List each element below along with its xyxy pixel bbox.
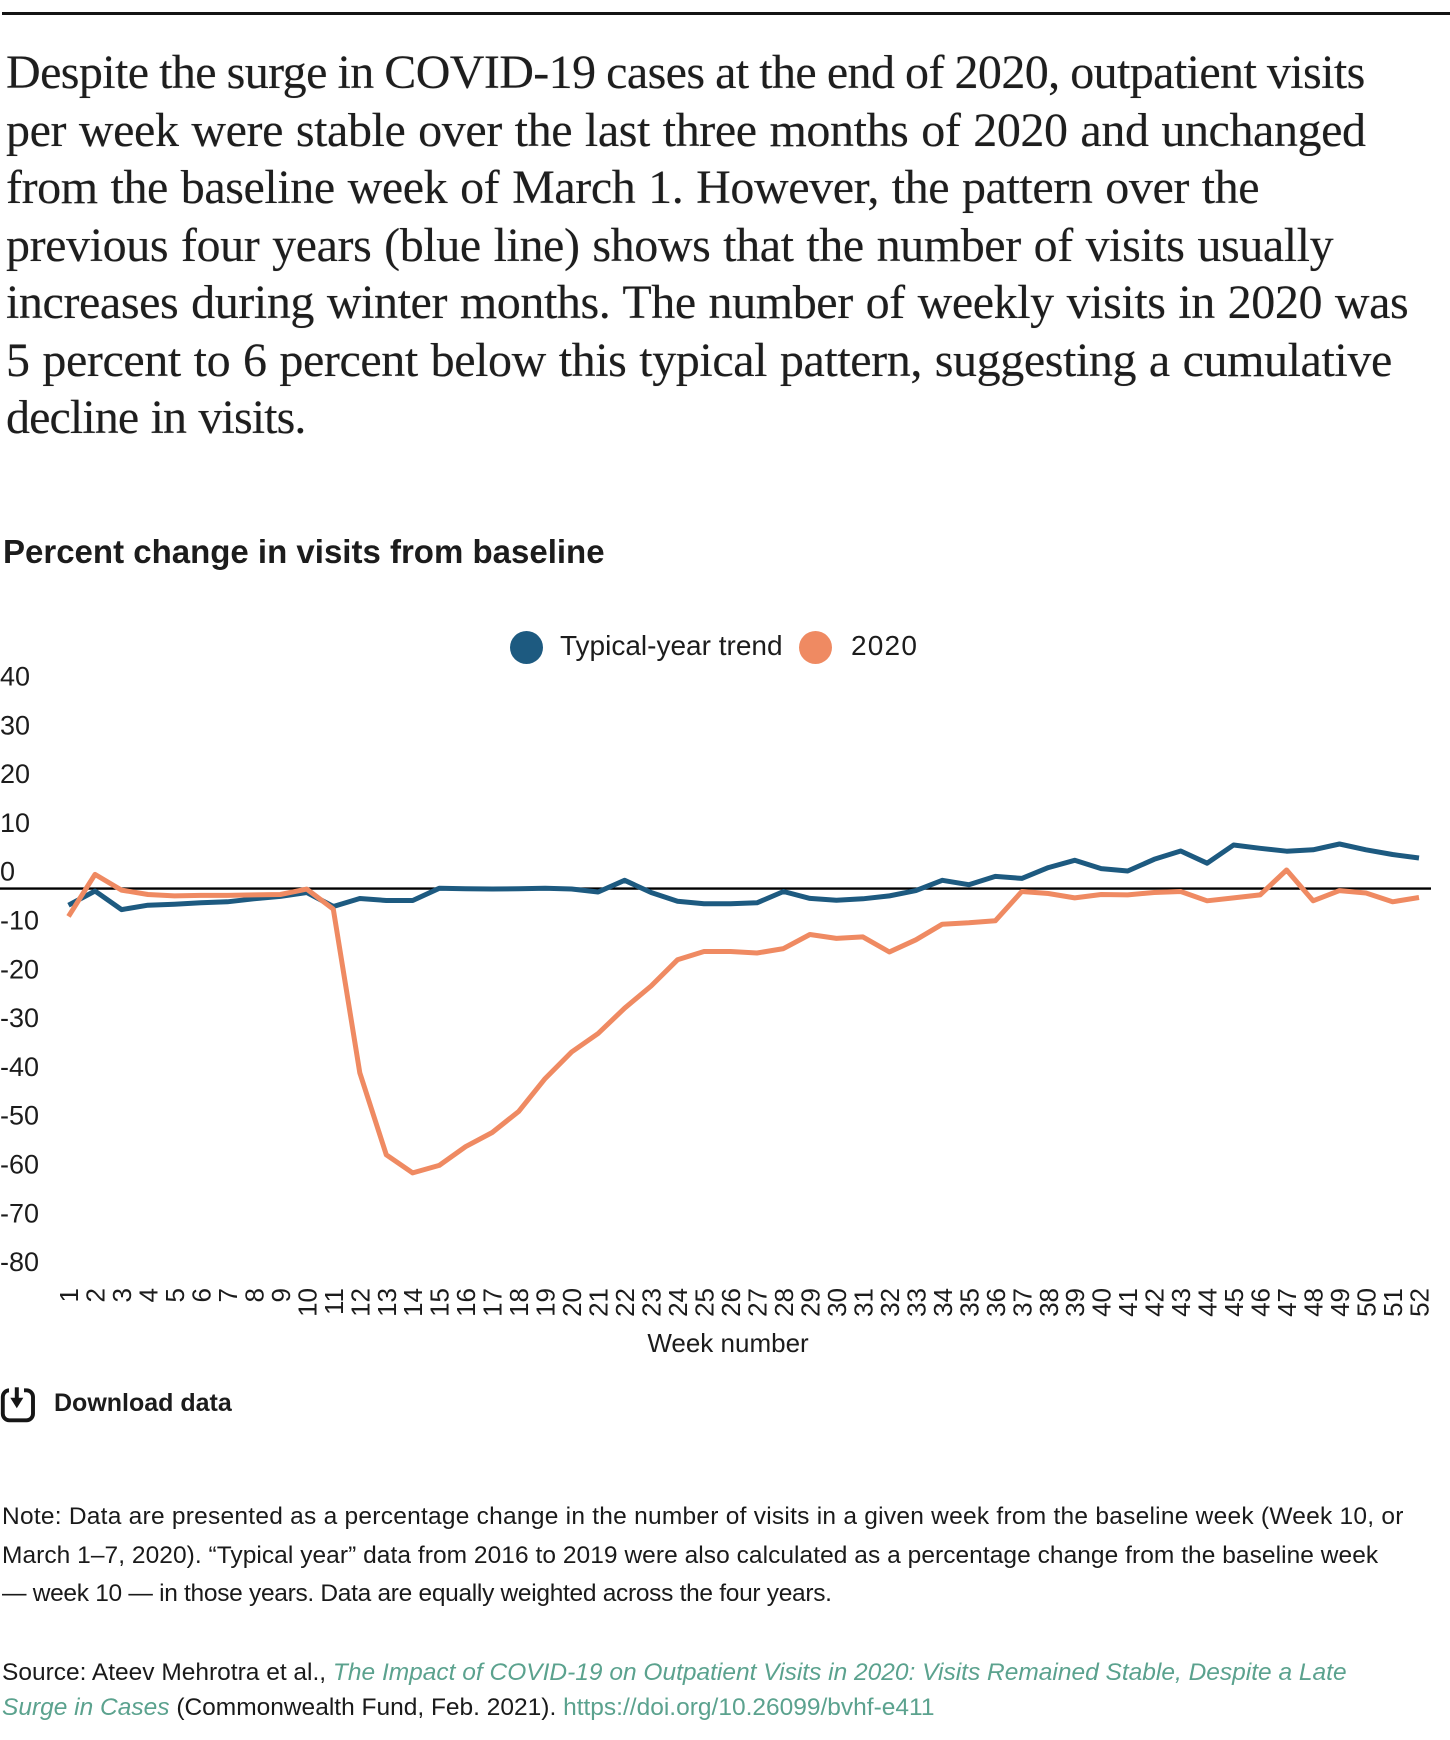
svg-text:44: 44 bbox=[1193, 1288, 1223, 1317]
svg-text:51: 51 bbox=[1378, 1288, 1408, 1317]
svg-text:30: 30 bbox=[0, 710, 30, 740]
svg-text:32: 32 bbox=[875, 1288, 905, 1317]
svg-text:15: 15 bbox=[425, 1288, 455, 1317]
svg-text:-30: -30 bbox=[0, 1003, 39, 1033]
svg-text:-20: -20 bbox=[0, 954, 39, 984]
svg-text:21: 21 bbox=[584, 1288, 614, 1317]
svg-text:40: 40 bbox=[1087, 1288, 1117, 1317]
svg-text:27: 27 bbox=[743, 1288, 773, 1317]
svg-text:0: 0 bbox=[0, 857, 15, 887]
svg-text:42: 42 bbox=[1140, 1288, 1170, 1317]
svg-text:3: 3 bbox=[107, 1288, 137, 1302]
svg-text:1: 1 bbox=[54, 1288, 84, 1302]
svg-text:50: 50 bbox=[1352, 1288, 1382, 1317]
svg-text:48: 48 bbox=[1299, 1288, 1329, 1317]
svg-text:12: 12 bbox=[345, 1288, 375, 1317]
svg-text:22: 22 bbox=[610, 1288, 640, 1317]
svg-text:23: 23 bbox=[637, 1288, 667, 1317]
svg-text:Week number: Week number bbox=[647, 1328, 809, 1358]
svg-text:29: 29 bbox=[795, 1288, 825, 1317]
svg-text:18: 18 bbox=[504, 1288, 534, 1317]
svg-text:52: 52 bbox=[1405, 1288, 1435, 1317]
svg-text:24: 24 bbox=[663, 1288, 693, 1317]
svg-text:40: 40 bbox=[0, 662, 30, 692]
svg-text:-50: -50 bbox=[0, 1101, 39, 1131]
svg-text:30: 30 bbox=[822, 1288, 852, 1317]
svg-text:45: 45 bbox=[1219, 1288, 1249, 1317]
svg-text:34: 34 bbox=[928, 1288, 958, 1317]
svg-text:46: 46 bbox=[1246, 1288, 1276, 1317]
svg-text:38: 38 bbox=[1034, 1288, 1064, 1317]
svg-text:-80: -80 bbox=[0, 1247, 39, 1277]
svg-text:20: 20 bbox=[0, 759, 30, 789]
svg-text:8: 8 bbox=[239, 1288, 269, 1302]
svg-text:35: 35 bbox=[954, 1288, 984, 1317]
svg-text:28: 28 bbox=[769, 1288, 799, 1317]
svg-text:26: 26 bbox=[716, 1288, 746, 1317]
svg-text:33: 33 bbox=[901, 1288, 931, 1317]
svg-text:9: 9 bbox=[266, 1288, 296, 1302]
svg-text:-10: -10 bbox=[0, 906, 39, 936]
svg-text:10: 10 bbox=[292, 1288, 322, 1317]
svg-text:37: 37 bbox=[1007, 1288, 1037, 1317]
svg-text:17: 17 bbox=[478, 1288, 508, 1317]
svg-text:39: 39 bbox=[1060, 1288, 1090, 1317]
svg-text:13: 13 bbox=[372, 1288, 402, 1317]
svg-text:20: 20 bbox=[557, 1288, 587, 1317]
svg-text:11: 11 bbox=[319, 1288, 349, 1315]
svg-text:43: 43 bbox=[1166, 1288, 1196, 1317]
svg-text:47: 47 bbox=[1272, 1288, 1302, 1317]
svg-text:41: 41 bbox=[1113, 1288, 1143, 1317]
svg-text:2: 2 bbox=[81, 1288, 111, 1302]
svg-text:4: 4 bbox=[133, 1288, 163, 1302]
svg-text:6: 6 bbox=[186, 1288, 216, 1302]
svg-text:49: 49 bbox=[1325, 1288, 1355, 1317]
svg-text:14: 14 bbox=[398, 1288, 428, 1317]
svg-text:5: 5 bbox=[160, 1288, 190, 1302]
svg-text:36: 36 bbox=[981, 1288, 1011, 1317]
svg-text:25: 25 bbox=[690, 1288, 720, 1317]
svg-text:19: 19 bbox=[531, 1288, 561, 1317]
svg-text:7: 7 bbox=[213, 1288, 243, 1302]
svg-text:31: 31 bbox=[848, 1288, 878, 1317]
svg-text:16: 16 bbox=[451, 1288, 481, 1317]
svg-text:-60: -60 bbox=[0, 1150, 39, 1180]
svg-text:-70: -70 bbox=[0, 1198, 39, 1228]
svg-text:10: 10 bbox=[0, 808, 30, 838]
svg-text:-40: -40 bbox=[0, 1052, 39, 1082]
